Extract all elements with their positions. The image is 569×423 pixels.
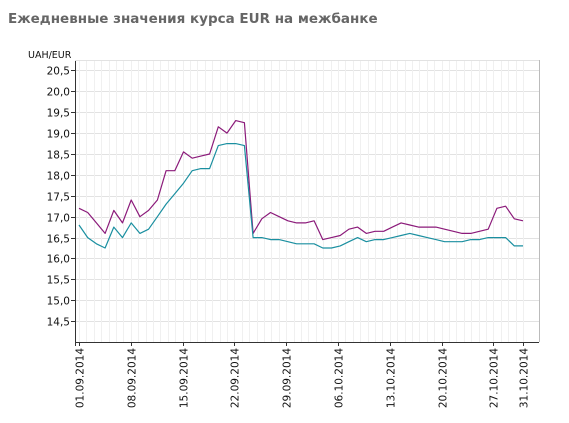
x-tick-label: 20.10.2014 bbox=[438, 348, 450, 408]
y-tick-label: 15,0 bbox=[47, 296, 70, 308]
y-tick-label: 19,0 bbox=[47, 129, 70, 141]
x-tick-label: 01.09.2014 bbox=[75, 348, 87, 408]
y-tick-labels: 20,5 20,0 19,5 19,0 18,5 18,0 17,5 17,0 16,5 16,0… bbox=[47, 66, 70, 329]
x-tick-label: 22.09.2014 bbox=[230, 348, 242, 408]
y-tick-label: 19,5 bbox=[47, 108, 70, 120]
x-tick-labels: 01.09.2014 08.09.2014 15.09.2014 22.09.2014… bbox=[75, 348, 531, 408]
grid-lines bbox=[75, 60, 539, 342]
y-tick-label: 15,5 bbox=[47, 275, 70, 287]
x-tick-label: 31.10.2014 bbox=[519, 348, 531, 408]
x-tick-label: 06.10.2014 bbox=[334, 348, 346, 408]
series-line-2 bbox=[78, 143, 523, 249]
y-tick-label: 20,0 bbox=[47, 87, 70, 99]
axes bbox=[71, 60, 540, 346]
y-tick-label: 18,0 bbox=[47, 171, 70, 183]
series-lines bbox=[78, 119, 524, 249]
y-tick-label: 16,0 bbox=[47, 254, 70, 266]
x-tick-label: 08.09.2014 bbox=[127, 348, 139, 408]
series-line-1 bbox=[78, 119, 524, 241]
y-tick-label: 16,5 bbox=[47, 234, 70, 246]
x-tick-label: 15.09.2014 bbox=[179, 348, 191, 408]
y-tick-label: 18,5 bbox=[47, 150, 70, 162]
x-tick-label: 13.10.2014 bbox=[386, 348, 398, 408]
chart-title: Ежедневные значения курса EUR на межбанк… bbox=[8, 11, 378, 27]
y-tick-label: 14,5 bbox=[47, 317, 70, 329]
x-tick-label: 27.10.2014 bbox=[489, 348, 501, 408]
y-tick-label: 17,5 bbox=[47, 192, 70, 204]
y-axis-label: UAH/EUR bbox=[28, 50, 72, 61]
y-tick-label: 20,5 bbox=[47, 66, 70, 78]
x-tick-label: 29.09.2014 bbox=[282, 348, 294, 408]
y-tick-label: 17,0 bbox=[47, 213, 70, 225]
